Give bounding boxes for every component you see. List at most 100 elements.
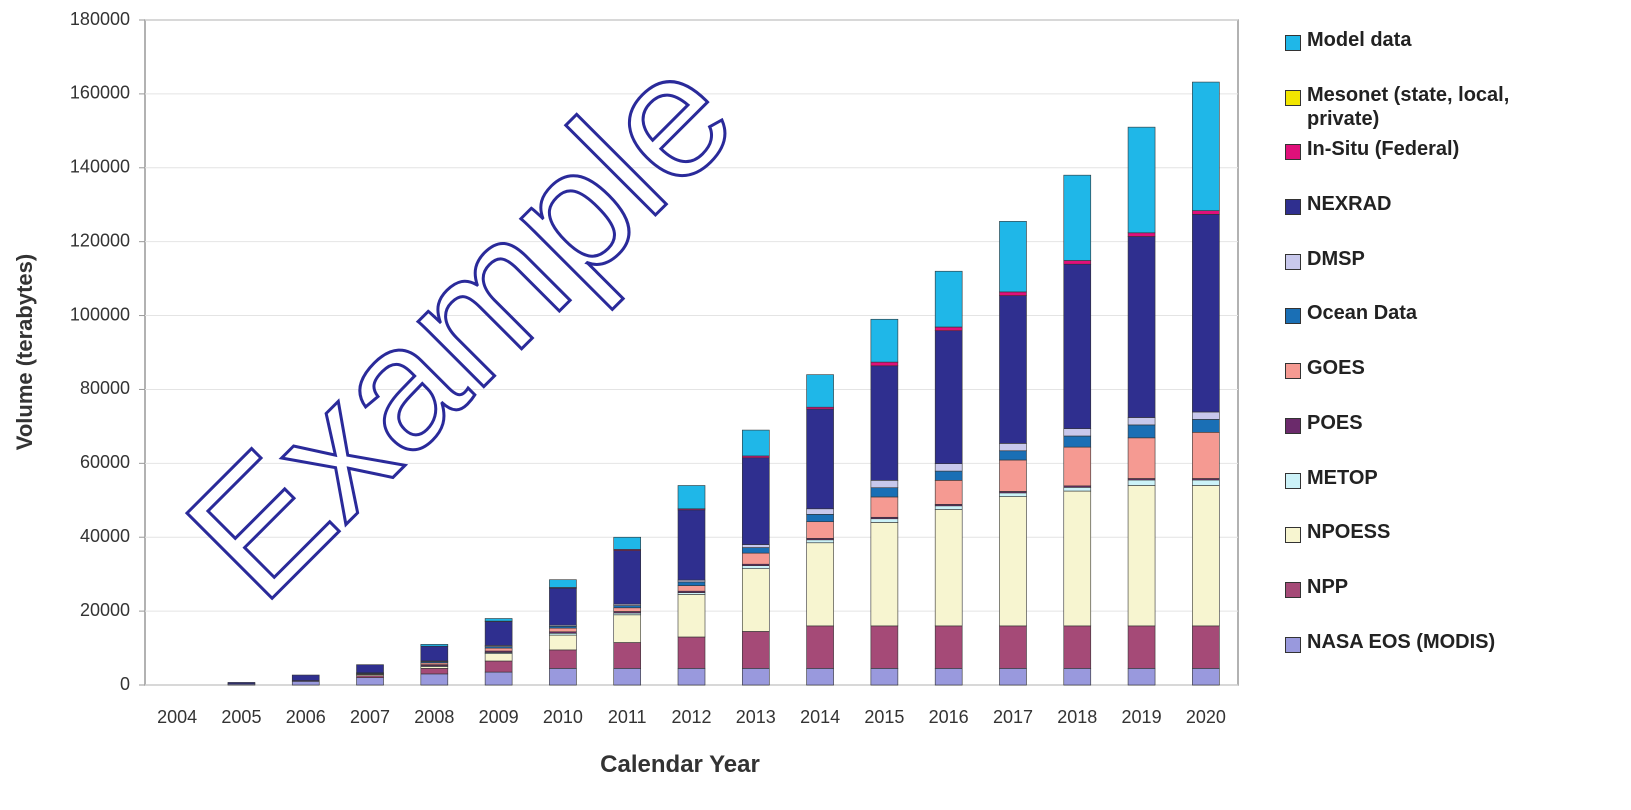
bar-segment <box>420 673 449 686</box>
bar-segment <box>613 605 642 609</box>
bar-segment <box>934 470 963 481</box>
legend-swatch <box>1285 636 1301 653</box>
bar-segment <box>999 496 1027 627</box>
bar-segment <box>677 509 706 581</box>
bar-segment <box>870 518 899 523</box>
bar-segment <box>1063 490 1092 627</box>
legend-label: GOES <box>1307 357 1365 380</box>
x-axis-label: Calendar Year <box>600 751 760 778</box>
legend-label: NASA EOS (MODIS) <box>1307 630 1496 653</box>
x-tick-label: 2015 <box>864 707 904 727</box>
legend-item: NPP <box>1285 575 1585 630</box>
bar-segment <box>870 487 899 498</box>
bar-segment <box>741 457 770 545</box>
bar-segment <box>741 429 770 457</box>
legend-label: Ocean Data <box>1307 302 1418 325</box>
bar-segment <box>1063 487 1092 492</box>
bar-segment <box>484 621 513 646</box>
bar-segment <box>870 361 899 367</box>
bar-segment <box>613 642 642 669</box>
y-tick-label: 0 <box>120 674 130 694</box>
bar-segment <box>870 522 899 627</box>
bar-segment <box>613 614 642 643</box>
legend-item: NEXRAD <box>1285 192 1585 247</box>
bar-segment <box>549 634 577 651</box>
bar-segment <box>549 579 577 588</box>
bar-segment <box>1063 625 1092 669</box>
legend-swatch <box>1285 199 1301 216</box>
legend-label: Mesonet (state, local, private) <box>1307 83 1510 130</box>
bar-segment <box>677 585 706 592</box>
legend-swatch <box>1285 144 1301 161</box>
x-tick-label: 2004 <box>157 707 197 727</box>
legend-swatch <box>1285 308 1301 325</box>
legend-label: POES <box>1307 411 1363 434</box>
bar-segment <box>677 485 706 510</box>
legend-item: DMSP <box>1285 247 1585 302</box>
bar-segment <box>741 547 770 554</box>
x-tick-label: 2009 <box>479 707 519 727</box>
bar-segment <box>999 492 1027 497</box>
bar-segment <box>806 539 834 544</box>
x-tick-label: 2013 <box>736 707 776 727</box>
bar-segment <box>549 668 577 686</box>
bar-segment <box>1127 479 1156 486</box>
bar-segment <box>741 631 770 669</box>
bar-segment <box>677 668 706 686</box>
bar-segment <box>1063 174 1092 261</box>
bar-segment <box>1192 411 1220 420</box>
x-tick-label: 2017 <box>993 707 1033 727</box>
bar-segment <box>420 668 449 675</box>
x-tick-label: 2016 <box>929 707 969 727</box>
bar-segment <box>999 221 1027 293</box>
bar-segment <box>934 326 963 332</box>
x-tick-label: 2014 <box>800 707 840 727</box>
legend-label: DMSP <box>1307 247 1365 270</box>
y-tick-label: 80000 <box>80 378 130 398</box>
bar-segment <box>934 505 963 510</box>
bar-segment <box>806 625 834 669</box>
bar-segment <box>934 463 963 472</box>
legend-item: In-Situ (Federal) <box>1285 137 1585 192</box>
bar-segment <box>613 607 642 612</box>
bar-segment <box>934 480 963 505</box>
legend-label: NEXRAD <box>1307 193 1392 216</box>
bar-segment <box>549 587 577 626</box>
legend-swatch <box>1285 253 1301 270</box>
bar-segment <box>484 671 513 686</box>
bar-segment <box>1192 479 1220 486</box>
x-tick-label: 2005 <box>221 707 261 727</box>
bar-segment <box>1127 424 1156 439</box>
legend-item: METOP <box>1285 466 1585 521</box>
bar-segment <box>1192 210 1220 215</box>
bar-segment <box>1192 431 1220 479</box>
bar-segment <box>356 677 384 686</box>
bar-segment <box>999 295 1027 444</box>
bar-segment <box>999 450 1027 461</box>
bar-segment <box>420 644 449 647</box>
bar-segment <box>1127 437 1156 479</box>
bar-segment <box>1063 260 1092 265</box>
bar-segment <box>1127 668 1156 686</box>
bar-segment <box>484 618 513 622</box>
x-tick-label: 2008 <box>414 707 454 727</box>
y-tick-label: 40000 <box>80 526 130 546</box>
bar-segment <box>1127 232 1156 237</box>
bar-segment <box>1127 126 1156 234</box>
bar-segment <box>1127 485 1156 627</box>
legend-label: NPP <box>1307 575 1349 598</box>
legend-swatch <box>1285 35 1301 51</box>
bar-segment <box>806 408 834 510</box>
bar-segment <box>677 594 706 638</box>
legend-swatch <box>1285 472 1301 489</box>
y-tick-label: 140000 <box>70 157 130 177</box>
y-axis-label: Volume (terabytes) <box>12 254 37 450</box>
bar-segment <box>1127 236 1156 418</box>
y-tick-label: 120000 <box>70 230 130 250</box>
bar-segment <box>934 668 963 686</box>
bar-segment <box>484 660 513 673</box>
bar-segment <box>1063 446 1092 487</box>
bar-segment <box>934 625 963 669</box>
bar-segment <box>934 270 963 328</box>
